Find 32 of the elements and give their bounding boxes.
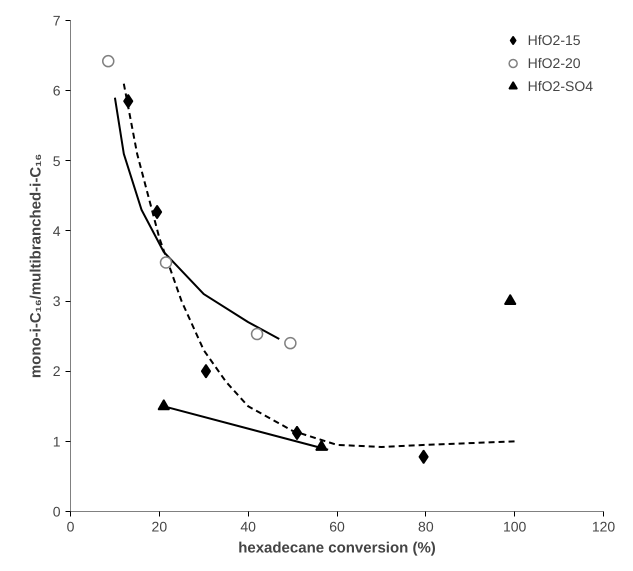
point — [418, 450, 429, 464]
x-tick-label: 80 — [418, 518, 434, 534]
x-tick-label: 0 — [66, 518, 75, 534]
point — [250, 328, 264, 340]
point — [200, 364, 212, 378]
y-tick-label: 1 — [52, 433, 61, 450]
point — [284, 336, 297, 350]
y-tick-label: 6 — [52, 82, 61, 99]
point — [292, 426, 302, 440]
legend-label: HfO2-15 — [528, 32, 581, 48]
point — [123, 94, 134, 108]
y-tick-label: 4 — [52, 222, 61, 239]
point — [152, 204, 162, 220]
point — [160, 256, 172, 269]
x-tick-label: 60 — [329, 518, 345, 534]
x-tick-label: 40 — [240, 518, 256, 534]
point — [158, 399, 170, 410]
y-tick-label: 2 — [52, 363, 61, 380]
y-tick-label: 0 — [52, 504, 61, 520]
legend-label: HfO2-20 — [528, 55, 581, 71]
legend-label: HfO2-SO4 — [528, 78, 593, 94]
point — [504, 294, 516, 305]
x-tick-label: 120 — [592, 518, 616, 534]
y-axis-title: mono-i-C₁₆/multibranched-i-C₁₆ — [28, 154, 45, 378]
y-tick-label: 7 — [52, 12, 61, 28]
point — [102, 54, 115, 68]
point — [315, 440, 328, 451]
x-tick-label: 20 — [152, 518, 168, 534]
y-tick-label: 3 — [52, 293, 61, 310]
x-axis-title: hexadecane conversion (%) — [238, 540, 436, 556]
x-tick-label: 100 — [502, 518, 527, 534]
y-tick-label: 5 — [52, 152, 61, 169]
